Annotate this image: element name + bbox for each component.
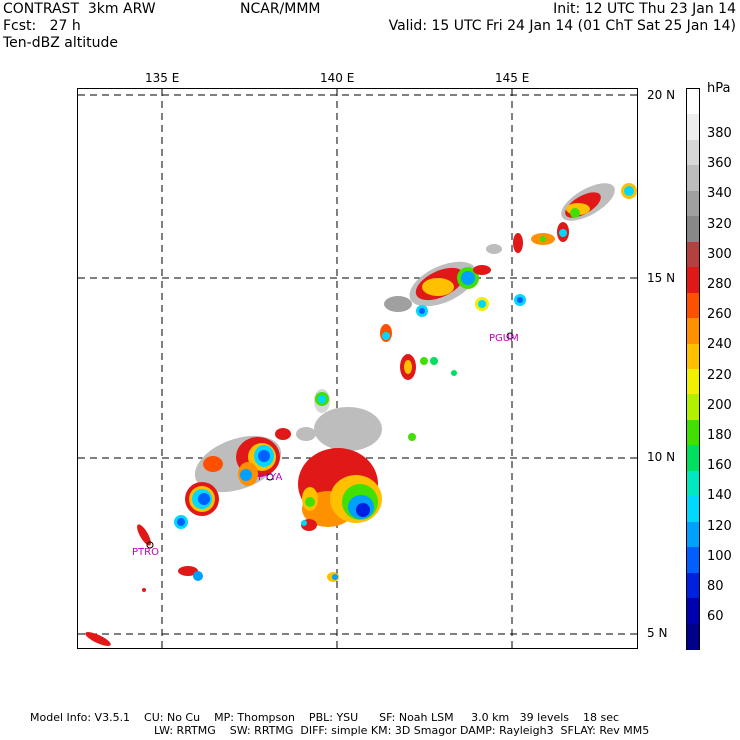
colorbar-tick-label: 160 — [707, 458, 732, 474]
colorbar-segment — [687, 598, 699, 625]
storm-cell — [380, 261, 526, 441]
colorbar-segment — [687, 369, 699, 395]
colorbar-segment — [687, 572, 699, 599]
lat-lon-grid — [78, 89, 637, 648]
colorbar-segment — [687, 292, 699, 319]
colorbar-segment — [687, 394, 699, 421]
storm-cell — [298, 389, 382, 582]
colorbar-segment — [687, 318, 699, 345]
colorbar-segment — [687, 470, 699, 497]
colorbar-tick-label: 120 — [707, 518, 732, 534]
colorbar-tick-label: 140 — [707, 488, 732, 504]
radar-map — [78, 89, 637, 648]
model-info-line-2: LW: RRTMG SW: RRTMG DIFF: simple KM: 3D … — [154, 724, 650, 737]
valid-time: Valid: 15 UTC Fri 24 Jan 14 (01 ChT Sat … — [388, 18, 736, 34]
station-marker-ptro — [146, 541, 154, 549]
lat-label-15: 15 N — [647, 271, 676, 285]
map-panel: PGUM PTYA PTRO — [77, 88, 638, 649]
colorbar-segment — [687, 445, 699, 472]
colorbar-segment — [687, 521, 699, 548]
colorbar-tick-label: 300 — [707, 246, 732, 262]
colorbar-tick-label: 360 — [707, 156, 732, 172]
colorbar-segment — [687, 267, 699, 294]
storm-cells — [85, 183, 637, 646]
storm-cell — [85, 524, 203, 646]
colorbar — [686, 88, 700, 650]
colorbar-segment — [687, 241, 699, 268]
colorbar-tick-label: 380 — [707, 126, 732, 141]
colorbar-segment — [687, 190, 699, 217]
station-label-pgum: PGUM — [489, 333, 519, 344]
lat-label-5: 5 N — [647, 626, 668, 640]
model-title: CONTRAST 3km ARW — [3, 1, 156, 17]
colorbar-segment — [687, 89, 699, 115]
model-info-line-1: Model Info: V3.5.1 CU: No Cu MP: Thompso… — [30, 711, 620, 724]
colorbar-unit: hPa — [707, 81, 731, 96]
organization: NCAR/MMM — [240, 1, 321, 17]
colorbar-segment — [687, 496, 699, 523]
colorbar-tick-label: 80 — [707, 579, 724, 594]
station-label-ptya: PTYA — [258, 472, 283, 483]
lat-label-10: 10 N — [647, 450, 676, 464]
colorbar-tick-label: 200 — [707, 397, 732, 413]
colorbar-segment — [687, 419, 699, 446]
colorbar-segment — [687, 623, 699, 650]
colorbar-segment — [687, 216, 699, 243]
station-marker-ptya — [266, 473, 274, 481]
colorbar-segment — [687, 343, 699, 370]
forecast-hour: Fcst: 27 h — [3, 18, 81, 34]
colorbar-tick-label: 280 — [707, 277, 732, 292]
storm-cell — [486, 183, 637, 254]
lon-label-145: 145 E — [495, 71, 530, 85]
colorbar-tick-label: 320 — [707, 216, 732, 232]
colorbar-tick-label: 340 — [707, 186, 732, 202]
lon-label-140: 140 E — [320, 71, 355, 85]
colorbar-segment — [687, 547, 699, 574]
colorbar-segment — [687, 165, 699, 192]
station-marker-pgum — [506, 332, 514, 340]
init-time: Init: 12 UTC Thu 23 Jan 14 — [553, 1, 736, 17]
colorbar-segment — [687, 139, 699, 166]
colorbar-tick-label: 240 — [707, 337, 732, 353]
lat-label-20: 20 N — [647, 88, 676, 102]
lon-label-135: 135 E — [145, 71, 180, 85]
colorbar-tick-label: 180 — [707, 428, 732, 443]
station-markers — [146, 332, 514, 549]
colorbar-tick-label: 100 — [707, 548, 732, 564]
colorbar-tick-label: 60 — [707, 609, 724, 625]
storm-cell — [174, 427, 316, 529]
colorbar-tick-label: 260 — [707, 307, 732, 323]
colorbar-segment — [687, 114, 699, 141]
station-label-ptro: PTRO — [132, 547, 159, 558]
colorbar-tick-label: 220 — [707, 367, 732, 383]
field-name: Ten-dBZ altitude — [3, 35, 118, 51]
